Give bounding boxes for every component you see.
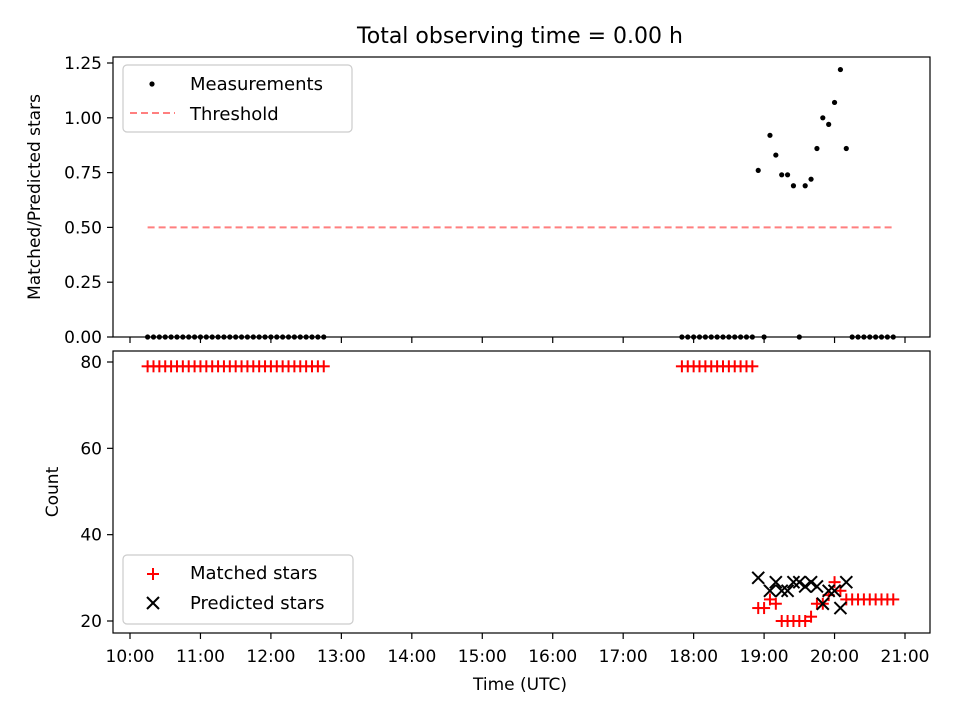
measurement-point (826, 121, 832, 127)
measurement-point (820, 115, 826, 121)
top-y-axis-label: Matched/Predicted stars (25, 94, 45, 300)
top-legend: Measurements Threshold (122, 64, 353, 133)
bottom-y-tick-label: 80 (80, 353, 102, 373)
predicted-star-point (792, 575, 807, 589)
predicted-star-point (827, 584, 842, 598)
x-tick-label: 12:00 (246, 647, 295, 667)
legend-threshold-label: Threshold (189, 104, 279, 125)
predicted-star-point (774, 584, 789, 598)
predicted-star-point (769, 575, 783, 589)
predicted-star-point (821, 584, 836, 598)
x-tick-label: 14:00 (387, 647, 436, 667)
x-tick-label: 15:00 (458, 647, 507, 667)
matched-star-point (746, 360, 759, 373)
matched-star-point (834, 584, 847, 597)
predicted-star-point (839, 575, 853, 589)
predicted-star-point (763, 584, 777, 598)
x-tick-label: 13:00 (317, 647, 366, 667)
predicted-star-point (751, 571, 765, 585)
top-y-tick-label: 0.00 (64, 328, 102, 348)
top-legend-box (122, 64, 353, 133)
measurement-point (779, 172, 785, 178)
x-tick-label: 18:00 (669, 647, 718, 667)
bottom-panel: 20 40 60 80 10:00 11:00 12:00 13:00 14:00 15:00 1… (43, 350, 931, 695)
measurement-point (843, 145, 849, 152)
x-tick-label: 19:00 (740, 647, 789, 667)
measurement-point (808, 176, 814, 182)
legend-measurements-label: Measurements (190, 74, 323, 95)
bottom-y-tick-label: 20 (80, 612, 102, 632)
top-axes-frame (112, 56, 931, 338)
x-tick-label: 10:00 (106, 647, 155, 667)
x-axis-label: Time (UTC) (472, 675, 567, 695)
matched-star-point (887, 593, 900, 606)
measurement-point (767, 132, 773, 138)
x-tick-label: 11:00 (176, 647, 225, 667)
matched-star-point (805, 610, 818, 623)
predicted-star-point (780, 584, 795, 598)
measurement-point (837, 66, 844, 73)
matched-star-point (758, 602, 771, 615)
bottom-legend-box (122, 554, 354, 625)
x-tick-label: 16:00 (528, 647, 577, 667)
bottom-legend: Matched stars Predicted stars (122, 554, 354, 625)
bottom-y-tick-label: 60 (80, 439, 102, 459)
top-y-tick-label: 0.75 (64, 164, 102, 184)
top-y-tick-label: 0.50 (64, 218, 102, 238)
measurement-point (784, 172, 791, 178)
legend-predicted-marker (146, 596, 160, 610)
bottom-axes-frame (112, 350, 931, 634)
predicted-star-point (798, 579, 812, 594)
legend-predicted-label: Predicted stars (190, 593, 324, 614)
top-y-tick-label: 0.25 (64, 273, 102, 293)
top-y-tick-label: 1.25 (64, 54, 102, 74)
x-tick-label: 20:00 (810, 647, 859, 667)
predicted-star-point (810, 579, 824, 594)
matched-star-point (769, 597, 782, 610)
measurement-point (831, 99, 838, 106)
x-tick-label: 17:00 (599, 647, 648, 667)
matched-star-point (317, 360, 330, 373)
measurement-point (790, 183, 797, 189)
measurement-point (814, 145, 820, 152)
measurement-point (773, 152, 779, 158)
bottom-y-axis-label: Count (43, 466, 63, 517)
predicted-star-point (786, 575, 801, 589)
measurement-point (755, 167, 761, 174)
legend-matched-label: Matched stars (190, 563, 317, 584)
measurement-point (802, 183, 808, 189)
legend-matched-marker (147, 568, 159, 580)
predicted-star-point (816, 597, 830, 611)
top-y-tick-label: 1.00 (64, 109, 102, 129)
top-panel: 0.00 0.25 0.50 0.75 1.00 1.25 Matched/Predict… (25, 54, 931, 348)
x-tick-label: 21:00 (881, 647, 930, 667)
bottom-y-tick-label: 40 (80, 526, 102, 546)
chart-title: Total observing time = 0.00 h (356, 24, 683, 49)
predicted-star-point (833, 601, 848, 615)
predicted-star-point (804, 575, 818, 589)
legend-measurements-marker (149, 81, 155, 87)
